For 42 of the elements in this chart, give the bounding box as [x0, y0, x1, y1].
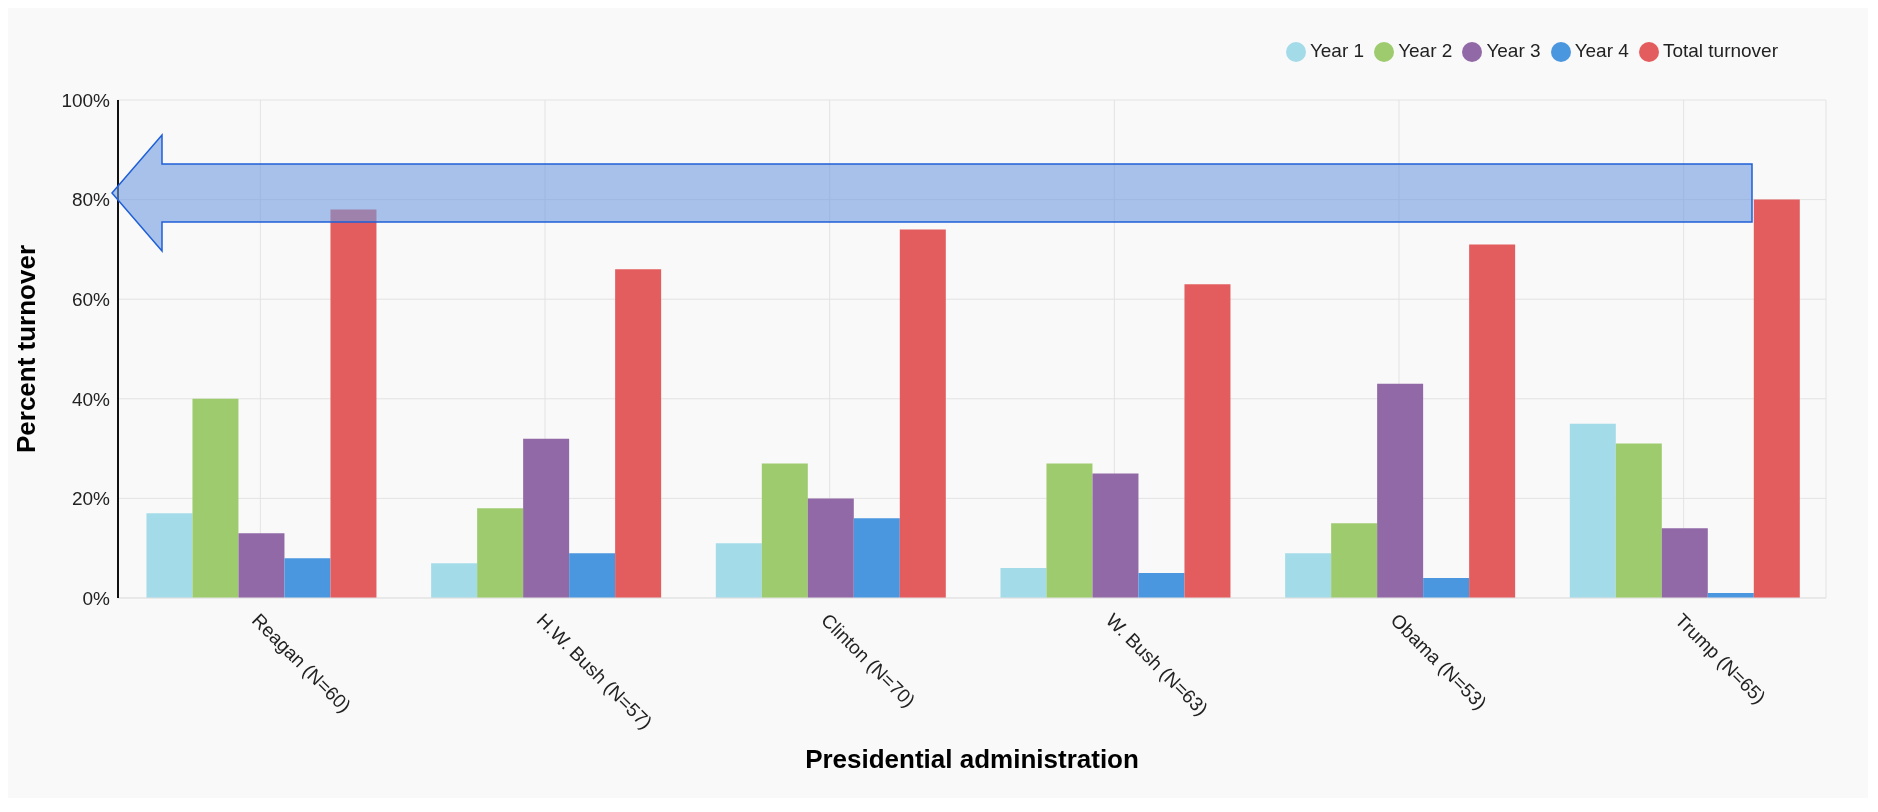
- bar: [1569, 423, 1616, 598]
- bar: [1423, 578, 1470, 598]
- bar: [1377, 383, 1424, 598]
- y-tick-label: 100%: [61, 89, 111, 111]
- bar: [615, 269, 662, 598]
- bar: [477, 508, 524, 598]
- bar: [1285, 553, 1332, 598]
- y-tick-label: 80%: [71, 189, 111, 211]
- bar: [284, 558, 331, 598]
- bar: [569, 553, 616, 598]
- bar: [1469, 244, 1516, 598]
- bar: [853, 518, 900, 598]
- y-tick-label: 60%: [71, 288, 111, 310]
- y-axis-title: Percent turnover: [11, 244, 42, 454]
- bar: [238, 533, 285, 598]
- y-tick-label: 0%: [82, 587, 111, 609]
- x-axis-title: Presidential administration: [805, 744, 1139, 774]
- bar: [1753, 199, 1800, 598]
- bar: [1331, 523, 1378, 598]
- bar: [807, 498, 854, 598]
- bar: [146, 513, 193, 598]
- y-tick-label: 40%: [71, 388, 111, 410]
- legend-label: Total turnover: [1662, 40, 1778, 61]
- legend-label: Year 4: [1574, 40, 1629, 61]
- bar: [1138, 573, 1185, 598]
- bar: [1092, 473, 1139, 598]
- legend-label: Year 1: [1309, 40, 1365, 61]
- bar: [1000, 568, 1047, 598]
- bar: [192, 398, 239, 598]
- bar: [899, 229, 946, 598]
- bar: [715, 543, 762, 598]
- bar: [330, 209, 377, 598]
- bar: [1184, 284, 1231, 598]
- bar: [1046, 463, 1093, 598]
- bar: [431, 563, 478, 598]
- bar: [761, 463, 808, 598]
- bar: [523, 438, 570, 598]
- bar: [1661, 528, 1708, 598]
- legend-label: Year 2: [1398, 40, 1453, 61]
- y-tick-label: 20%: [71, 488, 111, 510]
- bar: [1615, 443, 1662, 598]
- legend-label: Year 3: [1486, 40, 1541, 61]
